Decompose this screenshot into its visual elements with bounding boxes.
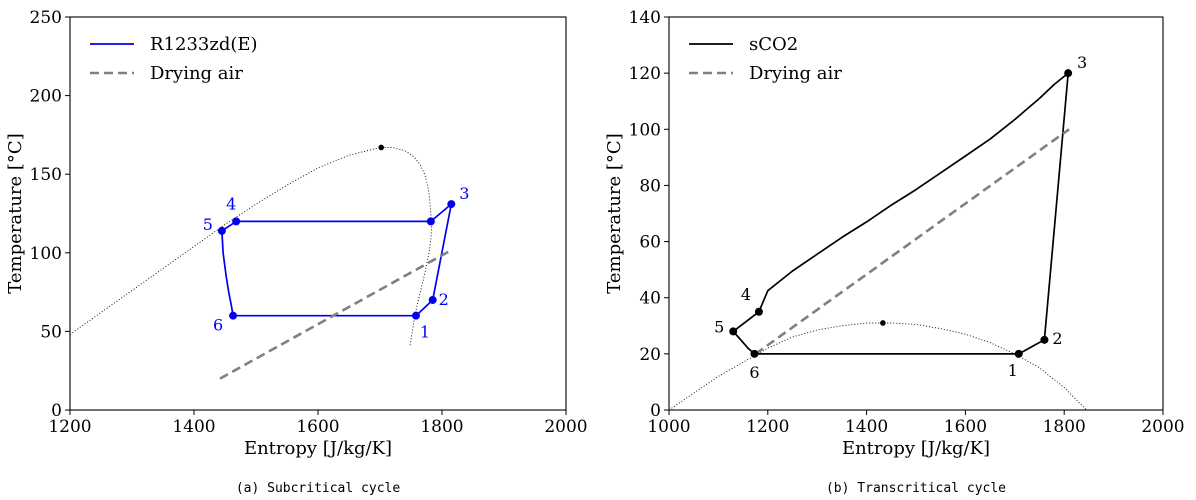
- state-point-marker: [729, 327, 738, 336]
- y-tick-label: 80: [639, 176, 661, 196]
- state-point-label: 4: [741, 285, 751, 304]
- y-tick-label: 100: [30, 244, 62, 264]
- state-point-label: 6: [213, 316, 223, 335]
- x-tick-label: 1400: [845, 417, 888, 437]
- drying-air-line: [754, 128, 1070, 355]
- x-axis-label: Entropy [J/kg/K]: [244, 438, 392, 459]
- critical-point-marker: [880, 320, 886, 326]
- x-tick-label: 1800: [1043, 417, 1086, 437]
- y-tick-label: 250: [30, 8, 62, 28]
- x-tick-label: 1600: [296, 417, 339, 437]
- state-point-marker: [447, 200, 456, 209]
- cycle-line: [221, 203, 453, 317]
- y-axis-label: Temperature [°C]: [5, 133, 26, 293]
- state-point-marker: [232, 217, 241, 226]
- x-tick-label: 1400: [172, 417, 215, 437]
- y-tick-label: 60: [639, 233, 661, 253]
- x-tick-label: 1200: [48, 417, 91, 437]
- state-point-label: 1: [1008, 361, 1018, 380]
- x-tick-label: 2000: [544, 417, 587, 437]
- state-point-label: 5: [714, 317, 724, 336]
- y-axis-label: Temperature [°C]: [604, 133, 625, 293]
- state-point-marker: [750, 349, 759, 358]
- state-point-marker: [229, 311, 238, 320]
- y-tick-label: 40: [639, 289, 661, 309]
- panel-caption: (a) Subcritical cycle: [236, 481, 401, 496]
- state-point-label: 5: [203, 215, 213, 234]
- panel-caption: (b) Transcritical cycle: [826, 481, 1006, 496]
- saturation-dome-line: [70, 147, 432, 348]
- drying-air-line: [219, 250, 451, 380]
- panel-b: 1 2 3 45 6 1000 1200 1400 1600 1800 2000 0 20 40 60 80 1…: [604, 8, 1185, 496]
- state-point-marker: [426, 217, 435, 226]
- state-point-label: 3: [459, 184, 469, 203]
- x-axis-label: Entropy [J/kg/K]: [842, 438, 990, 459]
- legend-label: R1233zd(E): [150, 34, 258, 55]
- legend-label: sCO2: [749, 34, 798, 55]
- state-point-marker: [428, 295, 437, 304]
- axes-frame: [69, 16, 567, 411]
- y-tick-label: 150: [30, 165, 62, 185]
- state-point-marker: [1014, 349, 1023, 358]
- y-tick-label: 120: [629, 64, 661, 84]
- state-point-marker: [754, 307, 763, 316]
- x-tick-label: 2000: [1141, 417, 1184, 437]
- x-tick-label: 1200: [746, 417, 789, 437]
- state-point-label: 4: [226, 194, 236, 213]
- saturation-dome-line: [669, 322, 1087, 410]
- x-tick-label: 1000: [647, 417, 690, 437]
- y-tick-label: 200: [30, 87, 62, 107]
- state-point-label: 2: [439, 290, 449, 309]
- y-tick-label: 50: [40, 322, 62, 342]
- panel-a: 12 3 45 6 1200 1400 1600 1800 2000 0 50 100 150 200 25…: [5, 8, 588, 496]
- axes-frame: [668, 16, 1164, 411]
- state-point-marker: [217, 226, 226, 235]
- state-point-label: 6: [749, 363, 759, 382]
- cycle-line: [732, 72, 1070, 355]
- x-tick-label: 1800: [420, 417, 463, 437]
- legend-label: Drying air: [749, 63, 842, 84]
- state-point-marker: [1040, 335, 1049, 344]
- y-tick-label: 0: [51, 401, 62, 421]
- legend-label: Drying air: [150, 63, 243, 84]
- critical-point-marker: [378, 144, 385, 151]
- y-tick-label: 100: [629, 120, 661, 140]
- state-point-label: 2: [1052, 329, 1062, 348]
- y-tick-label: 20: [639, 345, 661, 365]
- state-point-marker: [411, 311, 420, 320]
- state-point-marker: [1064, 69, 1073, 78]
- y-tick-label: 0: [650, 401, 661, 421]
- state-point-label: 1: [420, 323, 430, 342]
- state-point-label: 3: [1077, 53, 1087, 72]
- x-tick-label: 1600: [944, 417, 987, 437]
- y-tick-label: 140: [629, 8, 661, 28]
